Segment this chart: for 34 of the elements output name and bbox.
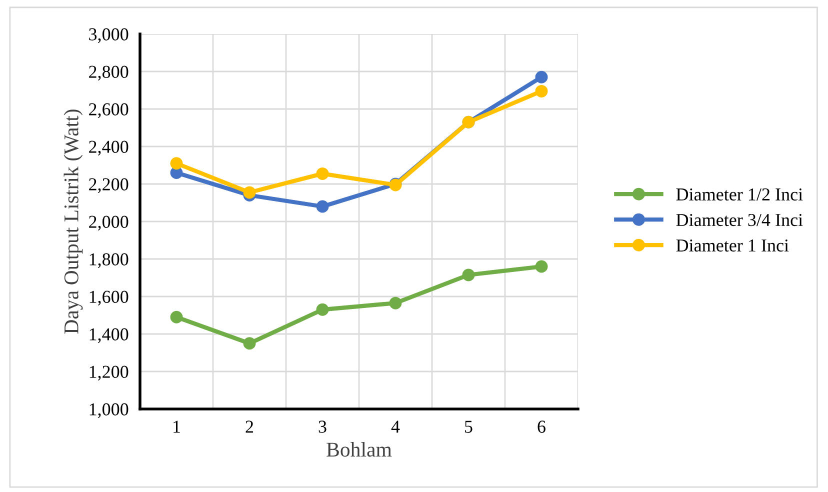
legend-label: Diameter 1/2 Inci bbox=[676, 188, 803, 201]
y-tick-label: 3,000 bbox=[89, 28, 128, 44]
x-tick-label: 1 bbox=[174, 420, 180, 433]
point bbox=[535, 70, 548, 84]
point bbox=[243, 186, 256, 199]
point bbox=[316, 167, 329, 180]
y-axis-title: Daya Output Listrik (Watt) bbox=[64, 110, 83, 334]
y-tick-label: 1,400 bbox=[90, 328, 128, 344]
y-tick-label: 1,800 bbox=[90, 253, 128, 268]
point bbox=[535, 260, 548, 273]
y-tick-label: 2,600 bbox=[89, 103, 128, 118]
point bbox=[316, 303, 329, 316]
x-tick-label: 6 bbox=[538, 420, 546, 433]
y-tick-label: 2,800 bbox=[89, 66, 128, 81]
point bbox=[389, 296, 402, 310]
point bbox=[170, 310, 183, 324]
y-tick-label: 2,400 bbox=[89, 140, 128, 156]
x-tick-label: 3 bbox=[318, 420, 326, 433]
point bbox=[243, 337, 256, 350]
y-tick-label: 1,200 bbox=[90, 366, 128, 381]
y-tick-label: 1,600 bbox=[90, 290, 128, 306]
x-tick-label: 2 bbox=[246, 420, 254, 433]
point bbox=[462, 268, 475, 282]
legend-label: Diameter 1 Inci bbox=[676, 239, 789, 252]
y-tick-label: 2,200 bbox=[89, 178, 128, 194]
x-axis-title: Bohlam bbox=[326, 442, 392, 457]
x-tick-label: 5 bbox=[465, 420, 472, 433]
point bbox=[316, 200, 329, 213]
point bbox=[170, 157, 183, 170]
x-tick-label: 4 bbox=[391, 420, 400, 433]
point bbox=[535, 84, 548, 98]
y-tick-label: 2,000 bbox=[89, 216, 128, 231]
y-tick-label: 1,000 bbox=[90, 403, 128, 418]
legend-label: Diameter 3/4 Inci bbox=[676, 214, 803, 226]
